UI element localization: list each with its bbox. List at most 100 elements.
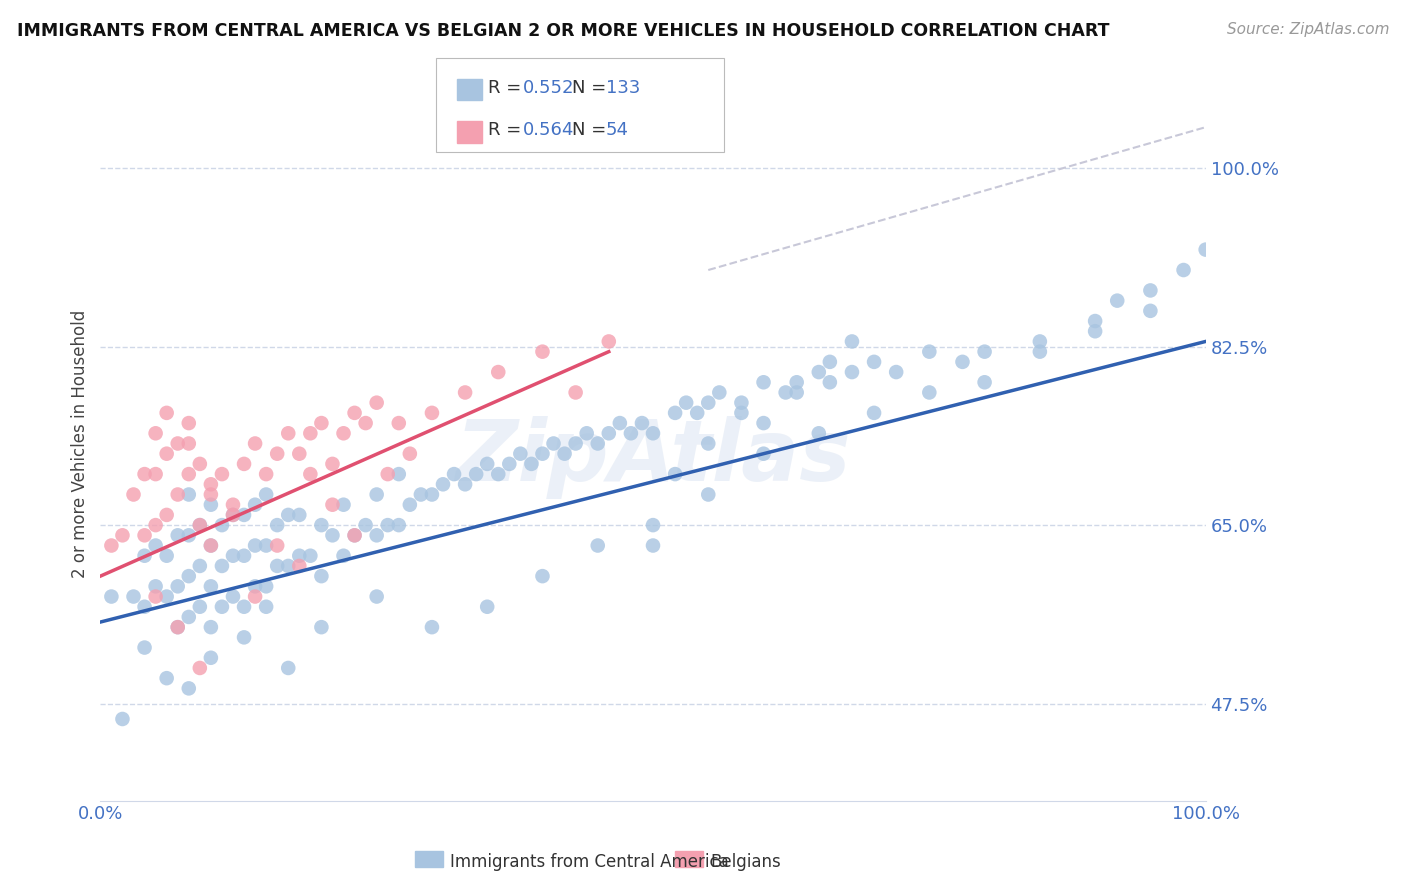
Point [188,558,211,573]
Text: Immigrants from Central America: Immigrants from Central America [450,853,728,871]
Point [177,467,200,482]
Text: R =: R = [488,121,527,139]
Y-axis label: 2 or more Vehicles in Household: 2 or more Vehicles in Household [72,310,89,578]
Text: IMMIGRANTS FROM CENTRAL AMERICA VS BELGIAN 2 OR MORE VEHICLES IN HOUSEHOLD CORRE: IMMIGRANTS FROM CENTRAL AMERICA VS BELGI… [17,22,1109,40]
Point [554,447,576,461]
Point [288,558,311,573]
Point [465,467,488,482]
Point [807,365,830,379]
Point [156,590,179,604]
Point [311,620,333,634]
Point [620,426,643,441]
Point [200,487,222,501]
Point [486,365,509,379]
Point [1029,334,1052,349]
Point [200,620,222,634]
Point [177,610,200,624]
Point [641,539,664,553]
Point [254,599,277,614]
Point [509,447,531,461]
Point [222,498,245,512]
Point [156,549,179,563]
Point [166,620,188,634]
Point [311,416,333,430]
Point [432,477,454,491]
Point [775,385,797,400]
Point [145,590,167,604]
Point [409,487,432,501]
Point [952,355,974,369]
Point [145,539,167,553]
Point [222,508,245,522]
Point [366,487,388,501]
Point [697,487,720,501]
Point [166,528,188,542]
Point [122,590,145,604]
Text: Source: ZipAtlas.com: Source: ZipAtlas.com [1226,22,1389,37]
Point [288,508,311,522]
Point [243,539,266,553]
Point [388,416,411,430]
Point [254,467,277,482]
Point [254,579,277,593]
Point [145,467,167,482]
Point [454,477,477,491]
Point [1173,263,1195,277]
Point [211,599,233,614]
Point [520,457,543,471]
Point [200,579,222,593]
Point [243,590,266,604]
Point [918,344,941,359]
Point [145,518,167,533]
Point [254,487,277,501]
Point [233,457,256,471]
Point [1195,243,1218,257]
Point [111,712,134,726]
Point [188,518,211,533]
Point [177,416,200,430]
Point [807,426,830,441]
Point [277,508,299,522]
Point [277,558,299,573]
Point [973,344,995,359]
Point [299,549,322,563]
Point [166,487,188,501]
Point [100,539,122,553]
Point [299,467,322,482]
Point [443,467,465,482]
Point [1029,344,1052,359]
Point [134,528,156,542]
Point [641,518,664,533]
Point [211,518,233,533]
Point [266,447,288,461]
Point [388,518,411,533]
Point [156,406,179,420]
Point [863,406,886,420]
Text: Belgians: Belgians [710,853,780,871]
Point [277,661,299,675]
Text: N =: N = [572,121,612,139]
Point [288,447,311,461]
Point [166,436,188,450]
Point [332,549,354,563]
Point [841,365,863,379]
Point [332,498,354,512]
Point [641,426,664,441]
Point [211,558,233,573]
Point [134,549,156,563]
Point [233,631,256,645]
Point [299,426,322,441]
Point [973,376,995,390]
Point [188,599,211,614]
Point [786,385,808,400]
Point [664,467,686,482]
Point [752,376,775,390]
Point [1139,303,1161,318]
Point [388,467,411,482]
Point [752,416,775,430]
Point [420,406,443,420]
Point [222,590,245,604]
Point [177,569,200,583]
Point [321,528,343,542]
Point [200,650,222,665]
